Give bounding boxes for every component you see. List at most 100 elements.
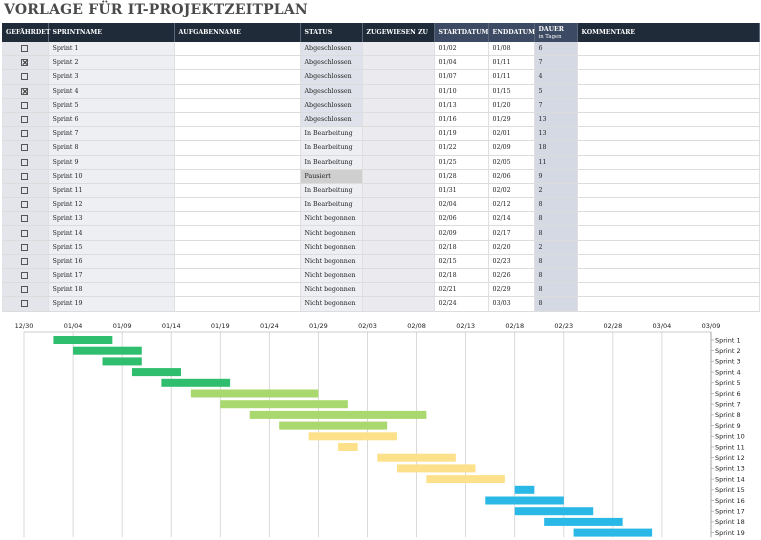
status-cell[interactable]: Abgeschlossen <box>300 112 363 128</box>
task-name-cell[interactable] <box>174 296 301 312</box>
start-date-cell[interactable]: 01/02 <box>434 42 489 57</box>
task-name-cell[interactable] <box>174 197 301 213</box>
sprint-name-cell[interactable]: Sprint 4 <box>48 84 175 99</box>
comments-cell[interactable] <box>577 84 760 99</box>
at-risk-checkbox[interactable] <box>21 87 29 95</box>
task-name-cell[interactable] <box>174 155 301 170</box>
at-risk-checkbox[interactable] <box>21 101 29 109</box>
assigned-cell[interactable] <box>362 183 435 199</box>
assigned-cell[interactable] <box>362 240 435 255</box>
sprint-name-cell[interactable]: Sprint 6 <box>48 112 175 128</box>
sprint-name-cell[interactable]: Sprint 8 <box>48 140 175 156</box>
end-date-cell[interactable]: 02/02 <box>488 183 535 199</box>
comments-cell[interactable] <box>577 69 760 85</box>
task-name-cell[interactable] <box>174 55 301 71</box>
status-cell[interactable]: Nicht begonnen <box>300 296 363 312</box>
status-cell[interactable]: In Bearbeitung <box>300 197 363 213</box>
start-date-cell[interactable]: 02/18 <box>434 268 489 284</box>
end-date-cell[interactable]: 01/20 <box>488 98 535 113</box>
status-cell[interactable]: Abgeschlossen <box>300 42 363 57</box>
at-risk-checkbox[interactable] <box>21 172 29 180</box>
assigned-cell[interactable] <box>362 140 435 156</box>
end-date-cell[interactable]: 02/17 <box>488 225 535 241</box>
start-date-cell[interactable]: 02/24 <box>434 296 489 312</box>
start-date-cell[interactable]: 02/15 <box>434 254 489 270</box>
comments-cell[interactable] <box>577 169 760 184</box>
status-cell[interactable]: Nicht begonnen <box>300 254 363 270</box>
comments-cell[interactable] <box>577 42 760 57</box>
comments-cell[interactable] <box>577 197 760 213</box>
status-cell[interactable]: In Bearbeitung <box>300 126 363 142</box>
at-risk-checkbox[interactable] <box>21 300 29 308</box>
sprint-name-cell[interactable]: Sprint 16 <box>48 254 175 270</box>
assigned-cell[interactable] <box>362 211 435 227</box>
sprint-name-cell[interactable]: Sprint 9 <box>48 155 175 170</box>
sprint-name-cell[interactable]: Sprint 18 <box>48 282 175 298</box>
assigned-cell[interactable] <box>362 155 435 170</box>
at-risk-checkbox[interactable] <box>21 257 29 265</box>
sprint-name-cell[interactable]: Sprint 11 <box>48 183 175 199</box>
status-cell[interactable]: Abgeschlossen <box>300 69 363 85</box>
start-date-cell[interactable]: 01/07 <box>434 69 489 85</box>
at-risk-checkbox[interactable] <box>21 45 29 53</box>
assigned-cell[interactable] <box>362 55 435 71</box>
at-risk-checkbox[interactable] <box>21 215 29 223</box>
sprint-name-cell[interactable]: Sprint 3 <box>48 69 175 85</box>
assigned-cell[interactable] <box>362 98 435 113</box>
status-cell[interactable]: Abgeschlossen <box>300 98 363 113</box>
status-cell[interactable]: Nicht begonnen <box>300 268 363 284</box>
comments-cell[interactable] <box>577 98 760 113</box>
status-cell[interactable]: Abgeschlossen <box>300 55 363 71</box>
comments-cell[interactable] <box>577 112 760 128</box>
at-risk-checkbox[interactable] <box>21 201 29 209</box>
end-date-cell[interactable]: 02/06 <box>488 169 535 184</box>
task-name-cell[interactable] <box>174 126 301 142</box>
at-risk-checkbox[interactable] <box>21 130 29 138</box>
end-date-cell[interactable]: 02/23 <box>488 254 535 270</box>
start-date-cell[interactable]: 02/18 <box>434 240 489 255</box>
start-date-cell[interactable]: 01/13 <box>434 98 489 113</box>
assigned-cell[interactable] <box>362 254 435 270</box>
assigned-cell[interactable] <box>362 282 435 298</box>
end-date-cell[interactable]: 01/11 <box>488 69 535 85</box>
comments-cell[interactable] <box>577 254 760 270</box>
comments-cell[interactable] <box>577 296 760 312</box>
start-date-cell[interactable]: 01/16 <box>434 112 489 128</box>
at-risk-checkbox[interactable] <box>21 144 29 152</box>
at-risk-checkbox[interactable] <box>21 186 29 194</box>
status-cell[interactable]: Abgeschlossen <box>300 84 363 99</box>
assigned-cell[interactable] <box>362 268 435 284</box>
comments-cell[interactable] <box>577 268 760 284</box>
task-name-cell[interactable] <box>174 169 301 184</box>
comments-cell[interactable] <box>577 282 760 298</box>
start-date-cell[interactable]: 01/22 <box>434 140 489 156</box>
at-risk-checkbox[interactable] <box>21 73 29 81</box>
start-date-cell[interactable]: 02/09 <box>434 225 489 241</box>
status-cell[interactable]: Nicht begonnen <box>300 211 363 227</box>
at-risk-checkbox[interactable] <box>21 272 29 280</box>
end-date-cell[interactable]: 02/05 <box>488 155 535 170</box>
assigned-cell[interactable] <box>362 112 435 128</box>
sprint-name-cell[interactable]: Sprint 19 <box>48 296 175 312</box>
assigned-cell[interactable] <box>362 296 435 312</box>
task-name-cell[interactable] <box>174 254 301 270</box>
status-cell[interactable]: In Bearbeitung <box>300 140 363 156</box>
at-risk-checkbox[interactable] <box>21 229 29 237</box>
task-name-cell[interactable] <box>174 183 301 199</box>
task-name-cell[interactable] <box>174 112 301 128</box>
assigned-cell[interactable] <box>362 197 435 213</box>
end-date-cell[interactable]: 01/08 <box>488 42 535 57</box>
start-date-cell[interactable]: 01/28 <box>434 169 489 184</box>
end-date-cell[interactable]: 02/14 <box>488 211 535 227</box>
end-date-cell[interactable]: 01/29 <box>488 112 535 128</box>
end-date-cell[interactable]: 02/26 <box>488 268 535 284</box>
task-name-cell[interactable] <box>174 69 301 85</box>
assigned-cell[interactable] <box>362 84 435 99</box>
start-date-cell[interactable]: 01/04 <box>434 55 489 71</box>
end-date-cell[interactable]: 02/29 <box>488 282 535 298</box>
sprint-name-cell[interactable]: Sprint 13 <box>48 211 175 227</box>
sprint-name-cell[interactable]: Sprint 5 <box>48 98 175 113</box>
task-name-cell[interactable] <box>174 42 301 57</box>
task-name-cell[interactable] <box>174 84 301 99</box>
status-cell[interactable]: In Bearbeitung <box>300 183 363 199</box>
